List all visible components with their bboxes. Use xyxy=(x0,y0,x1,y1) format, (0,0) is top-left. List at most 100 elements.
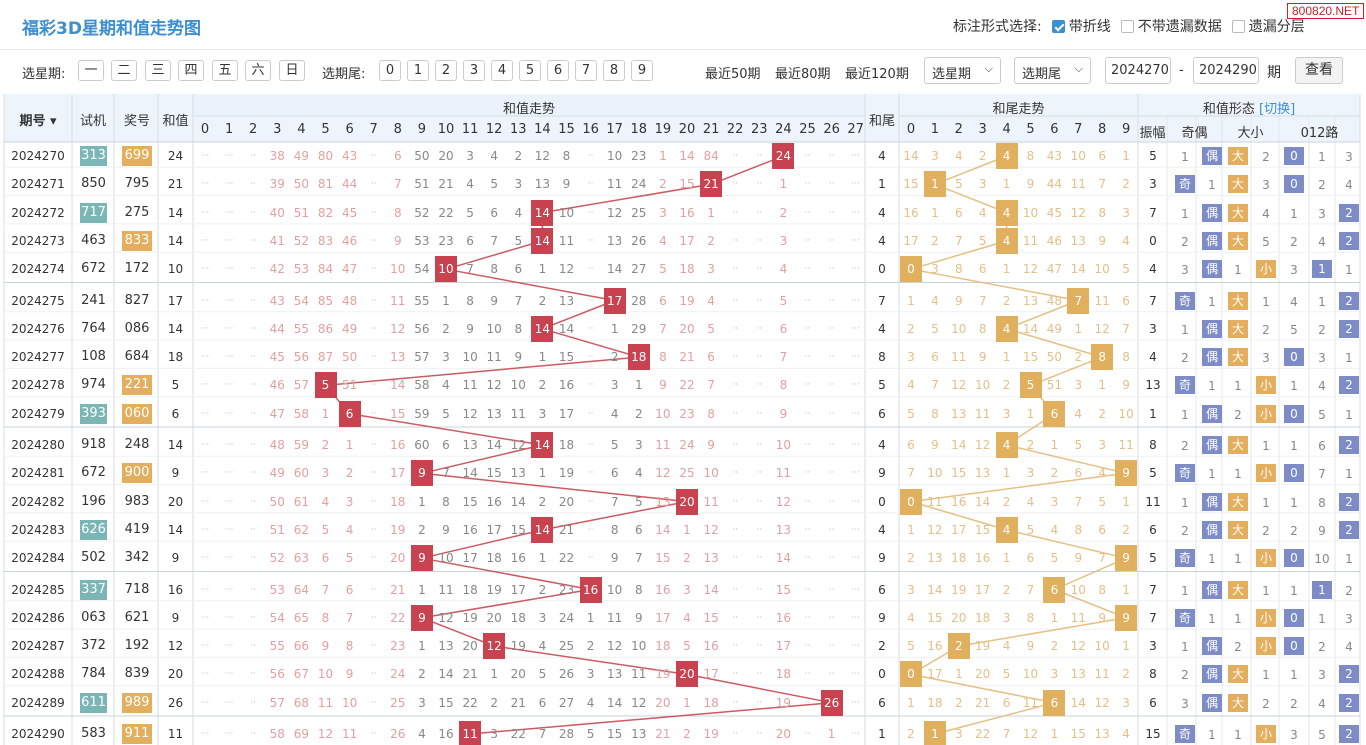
amplitude-value: 4 xyxy=(1149,262,1157,277)
tail-select[interactable]: 选期尾 ⌵ xyxy=(1014,57,1091,84)
recent-80-link[interactable]: 最近80期 xyxy=(775,67,831,82)
tail-button-5[interactable]: 5 xyxy=(519,60,541,81)
sum-missing-cell: ··· xyxy=(224,669,234,680)
weekday-button-sun[interactable]: 日 xyxy=(279,60,305,81)
tail-missing-cell: 20 xyxy=(975,667,991,682)
form-missing-cell: 2 xyxy=(1262,322,1270,337)
switch-link[interactable]: [切换] xyxy=(1254,102,1296,117)
prize-number: 684 xyxy=(124,349,150,365)
tail-button-3[interactable]: 3 xyxy=(463,60,485,81)
sum-missing-cell: ·· xyxy=(370,612,377,623)
weekday-button-fri[interactable]: 五 xyxy=(212,60,238,81)
weekday-button-wed[interactable]: 三 xyxy=(145,60,171,81)
sum-missing-cell: ·· xyxy=(756,323,763,334)
sum-ball: 5 xyxy=(314,372,337,399)
sum-missing-cell: 25 xyxy=(679,466,695,481)
form-marker: 偶 xyxy=(1202,147,1222,165)
period-to-input[interactable]: 2024290 xyxy=(1193,57,1259,84)
sum-missing-cell: ·· xyxy=(828,584,835,595)
amplitude-value: 5 xyxy=(1149,466,1157,481)
sum-missing-cell: 28 xyxy=(558,727,575,741)
recent-120-link[interactable]: 最近120期 xyxy=(845,67,909,82)
sum-trend-line xyxy=(542,500,688,531)
tail-button-6[interactable]: 6 xyxy=(547,60,569,81)
sum-ball: 20 xyxy=(676,488,698,515)
weekday-button-tue[interactable]: 二 xyxy=(111,60,137,81)
weekday-button-mon[interactable]: 一 xyxy=(78,60,104,81)
weekday-select[interactable]: 选星期 ⌵ xyxy=(924,57,1001,84)
sum-ball: 10 xyxy=(435,256,457,283)
sum-missing-cell: 11 xyxy=(631,667,647,682)
tail-button-8[interactable]: 8 xyxy=(603,60,625,81)
form-marker: 小 xyxy=(1256,549,1276,568)
tail-value: 4 xyxy=(878,438,886,452)
sum-missing-cell: 10 xyxy=(631,639,647,654)
missing-layer-label[interactable]: 遗漏分层 xyxy=(1248,19,1305,35)
period-cell: 2024282 xyxy=(11,494,65,509)
tail-button-1[interactable]: 1 xyxy=(407,60,429,81)
with-line-label[interactable]: 带折线 xyxy=(1068,19,1111,35)
tail-missing-cell: 2 xyxy=(1122,177,1130,192)
tail-button-7[interactable]: 7 xyxy=(575,60,597,81)
form-missing-cell: 9 xyxy=(1318,523,1326,538)
sum-missing-cell: 17 xyxy=(486,522,502,537)
sum-missing-cell: 51 xyxy=(414,177,430,192)
sum-missing-cell: 6 xyxy=(659,293,667,308)
no-missing-checkbox[interactable] xyxy=(1120,19,1134,33)
sum-missing-cell: 43 xyxy=(341,149,358,163)
sum-missing-cell: 57 xyxy=(293,378,310,393)
tail-ball: 4 xyxy=(995,227,1018,254)
missing-layer-checkbox[interactable] xyxy=(1231,19,1245,33)
sum-missing-cell: 7 xyxy=(466,262,474,277)
tail-missing-cell: 48 xyxy=(1046,293,1063,308)
sum-missing-cell: 18 xyxy=(679,262,695,277)
sum-missing-cell: 14 xyxy=(462,466,478,481)
recent-50-link[interactable]: 最近50期 xyxy=(705,67,761,82)
form-marker: 小 xyxy=(1256,608,1276,627)
form-missing-cell: 2 xyxy=(1181,234,1189,249)
period-cell: 2024279 xyxy=(11,406,65,421)
sum-missing-cell: ··· xyxy=(200,553,210,564)
weekday-button-thu[interactable]: 四 xyxy=(178,60,204,81)
tail-missing-cell: 7 xyxy=(1098,551,1106,566)
period-from-input[interactable]: 2024270 xyxy=(1105,57,1171,84)
amplitude-value: 11 xyxy=(1145,494,1161,509)
sum-ball: 9 xyxy=(410,545,433,572)
sum-missing-cell: ·· xyxy=(828,151,835,161)
tail-value: 6 xyxy=(878,406,886,421)
with-line-checkbox[interactable] xyxy=(1051,19,1065,33)
tail-button-4[interactable]: 4 xyxy=(491,60,513,81)
sum-ball: 14 xyxy=(531,432,554,458)
sum-missing-cell: ·· xyxy=(804,669,811,680)
sum-missing-cell: 29 xyxy=(631,321,647,336)
sum-missing-cell: 8 xyxy=(659,350,667,365)
form-marker: 偶 xyxy=(1202,520,1222,539)
sum-missing-cell: 23 xyxy=(558,582,575,597)
form-missing-cell: 5 xyxy=(1318,407,1326,422)
sum-missing-cell: 5 xyxy=(345,551,354,566)
sum-missing-cell: 2 xyxy=(659,177,667,192)
period-header[interactable]: 期号 ▾ xyxy=(19,114,57,129)
period-cell: 2024278 xyxy=(11,378,65,393)
sum-missing-cell: 54 xyxy=(293,293,310,308)
sum-missing-cell: 10 xyxy=(462,350,478,365)
sum-trend-line xyxy=(494,645,688,676)
weekday-button-sat[interactable]: 六 xyxy=(245,60,271,81)
tail-missing-cell: 3 xyxy=(1002,406,1011,421)
tail-button-2[interactable]: 2 xyxy=(435,60,457,81)
sum-missing-cell: 15 xyxy=(486,466,502,481)
no-missing-label[interactable]: 不带遗漏数据 xyxy=(1137,19,1222,35)
query-button[interactable]: 查看 xyxy=(1295,57,1343,84)
sum-missing-cell: ·· xyxy=(804,380,811,391)
sum-missing-cell: 59 xyxy=(293,438,310,452)
tail-missing-cell: 15 xyxy=(975,522,991,537)
tail-button-0[interactable]: 0 xyxy=(379,60,401,81)
tail-trend-line xyxy=(1054,588,1127,619)
sum-missing-cell: 11 xyxy=(341,727,358,741)
form-missing-cell: 2 xyxy=(1181,523,1189,538)
tail-button-9[interactable]: 9 xyxy=(631,60,653,81)
sum-missing-cell: ·· xyxy=(250,352,257,363)
sum-trend-line xyxy=(542,183,712,214)
sum-missing-cell: 7 xyxy=(610,494,619,509)
prize-number: 827 xyxy=(124,292,150,308)
